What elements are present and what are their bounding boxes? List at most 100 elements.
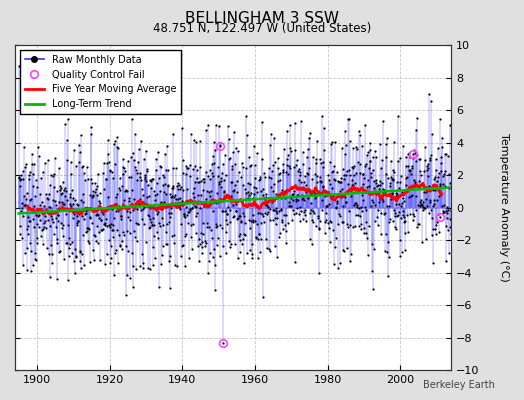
Point xyxy=(199,176,207,182)
Point xyxy=(446,122,455,128)
Point xyxy=(184,209,192,216)
Point xyxy=(151,156,160,162)
Point xyxy=(261,202,270,208)
Point xyxy=(58,179,67,185)
Point xyxy=(137,138,145,144)
Point xyxy=(188,166,196,172)
Point xyxy=(209,254,217,260)
Point xyxy=(218,170,226,176)
Point xyxy=(23,245,31,251)
Point xyxy=(82,229,90,236)
Point xyxy=(344,224,352,230)
Point xyxy=(29,224,38,231)
Point xyxy=(249,212,258,219)
Point xyxy=(190,137,198,144)
Point xyxy=(103,223,111,230)
Point xyxy=(422,236,430,242)
Point xyxy=(203,173,212,180)
Point xyxy=(444,206,452,213)
Point xyxy=(155,201,163,208)
Point xyxy=(324,219,333,226)
Point xyxy=(321,230,329,236)
Point xyxy=(368,268,376,274)
Point xyxy=(242,196,250,202)
Point xyxy=(203,224,212,230)
Point xyxy=(281,239,290,246)
Point xyxy=(445,250,453,257)
Point xyxy=(364,164,373,171)
Point xyxy=(425,156,434,163)
Point xyxy=(412,127,421,133)
Point xyxy=(123,228,131,235)
Point xyxy=(259,213,267,219)
Point xyxy=(176,206,184,212)
Point xyxy=(347,187,355,194)
Point xyxy=(230,213,238,220)
Point xyxy=(73,222,81,228)
Point xyxy=(372,154,380,160)
Point xyxy=(25,172,33,178)
Point xyxy=(270,135,278,141)
Point xyxy=(373,190,381,196)
Point xyxy=(52,188,61,194)
Point xyxy=(375,178,384,184)
Point xyxy=(348,164,356,170)
Point xyxy=(149,243,158,250)
Point xyxy=(335,179,343,185)
Point xyxy=(266,248,275,254)
Point xyxy=(127,203,135,209)
Point xyxy=(35,190,43,197)
Point xyxy=(101,260,109,267)
Point xyxy=(313,173,322,179)
Point xyxy=(402,182,411,188)
Point xyxy=(136,170,144,176)
Point xyxy=(296,172,304,178)
Point xyxy=(267,174,276,181)
Point xyxy=(260,194,268,201)
Point xyxy=(17,176,25,182)
Point xyxy=(124,248,132,254)
Point xyxy=(279,161,287,168)
Point xyxy=(121,167,129,174)
Point xyxy=(263,193,271,200)
Point xyxy=(263,211,271,217)
Point xyxy=(291,120,299,126)
Point xyxy=(193,175,201,181)
Point xyxy=(273,254,281,260)
Point xyxy=(343,245,351,252)
Point xyxy=(232,145,240,151)
Point xyxy=(156,188,165,195)
Point xyxy=(239,182,248,188)
Point xyxy=(331,244,340,250)
Point xyxy=(32,257,40,263)
Point xyxy=(352,144,361,150)
Point xyxy=(245,217,254,224)
Point xyxy=(189,221,198,227)
Point xyxy=(18,176,27,182)
Point xyxy=(383,135,391,142)
Point xyxy=(313,179,321,185)
Point xyxy=(19,212,27,219)
Point xyxy=(129,284,137,290)
Point xyxy=(88,180,96,186)
Point xyxy=(118,171,127,177)
Point xyxy=(267,195,276,202)
Point xyxy=(258,186,267,192)
Point xyxy=(310,188,319,195)
Point xyxy=(27,196,35,202)
Point xyxy=(131,234,139,240)
Point xyxy=(125,217,134,223)
Point xyxy=(271,214,279,221)
Point xyxy=(305,188,313,194)
Point xyxy=(118,183,126,189)
Point xyxy=(245,162,254,169)
Point xyxy=(396,154,405,161)
Point xyxy=(221,208,229,214)
Point xyxy=(200,203,208,209)
Point xyxy=(276,191,285,197)
Point xyxy=(399,142,407,149)
Point xyxy=(343,168,351,174)
Point xyxy=(21,250,29,257)
Point xyxy=(418,204,427,210)
Point xyxy=(343,221,352,228)
